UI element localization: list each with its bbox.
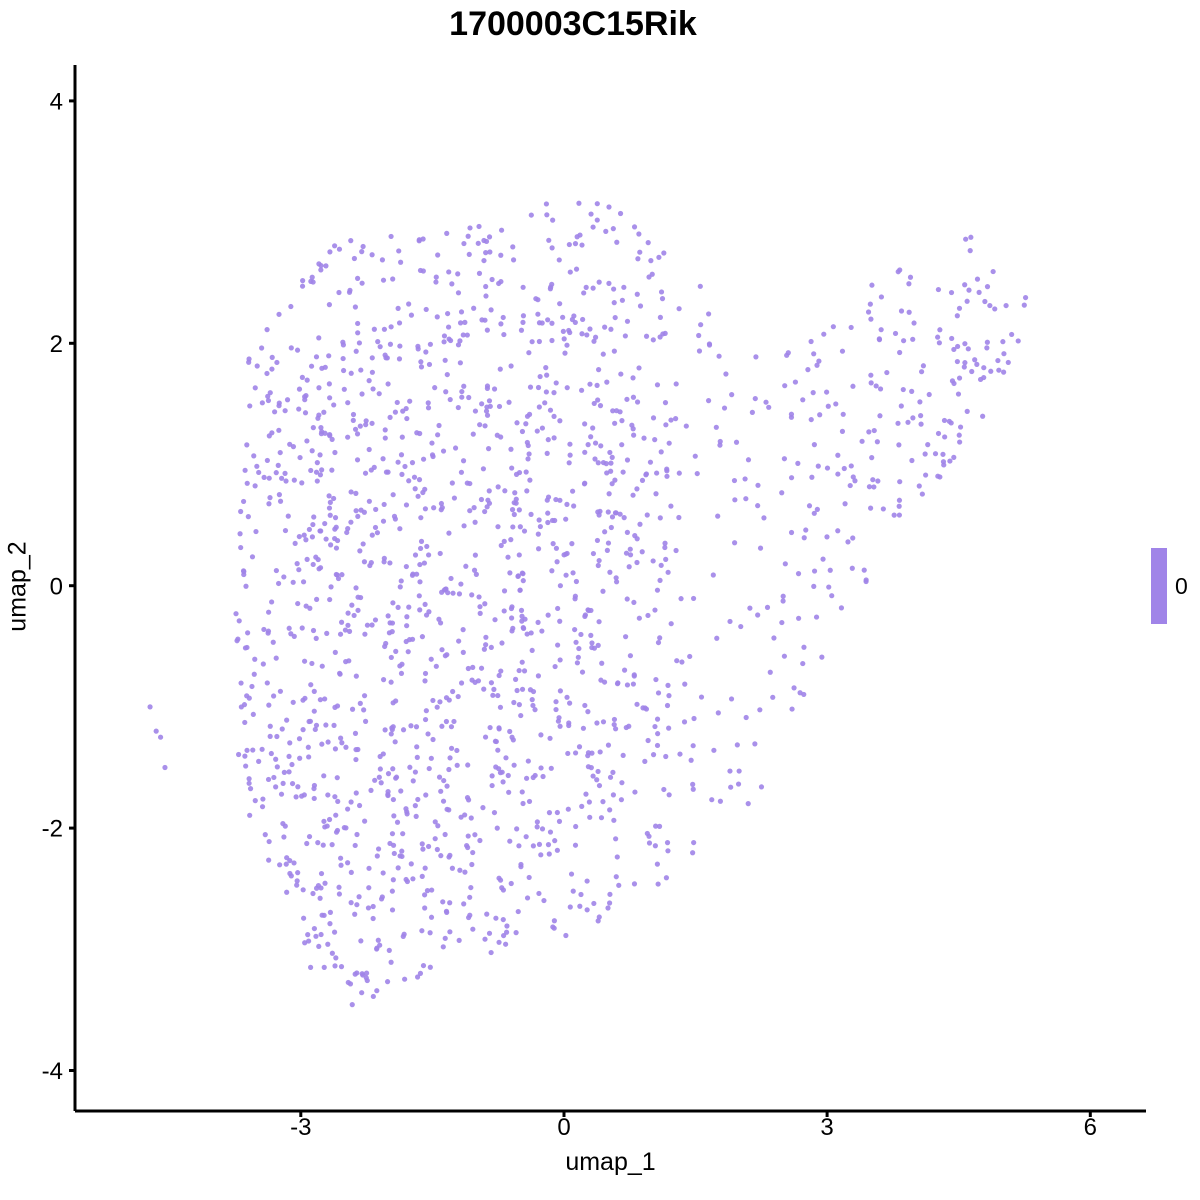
svg-text:0: 0: [557, 1114, 570, 1141]
svg-text:0: 0: [1175, 573, 1188, 599]
svg-text:6: 6: [1084, 1114, 1097, 1141]
svg-text:4: 4: [50, 89, 63, 116]
svg-text:2: 2: [50, 331, 63, 358]
svg-text:-3: -3: [290, 1114, 311, 1141]
svg-text:-2: -2: [42, 816, 63, 843]
svg-text:3: 3: [820, 1114, 833, 1141]
svg-text:0: 0: [50, 573, 63, 600]
svg-text:-4: -4: [42, 1058, 63, 1085]
